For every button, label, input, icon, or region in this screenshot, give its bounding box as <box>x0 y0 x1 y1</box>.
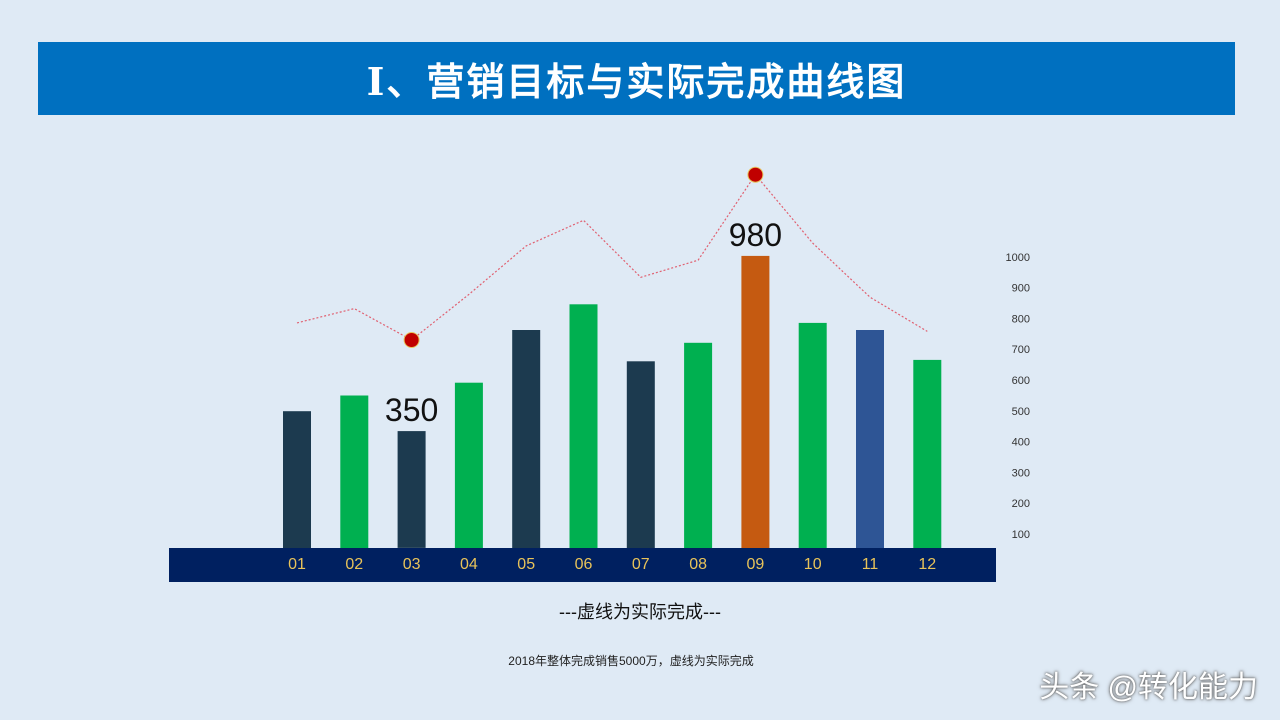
actual-line-group <box>296 166 928 348</box>
x-axis-band <box>169 548 996 582</box>
line-marker-09 <box>747 166 764 183</box>
x-tick-label: 12 <box>918 556 936 573</box>
y-tick-labels: 100 200 300 400 500 600 700 800 900 1000 <box>1006 252 1030 541</box>
x-tick-label: 05 <box>517 556 535 573</box>
bar-06 <box>569 304 598 548</box>
bar-02 <box>340 395 369 548</box>
bar-09 <box>741 255 770 548</box>
data-labels: 350 980 <box>385 217 782 428</box>
bar-10 <box>798 322 827 548</box>
bar-11 <box>856 330 884 548</box>
bar-08 <box>684 342 713 548</box>
x-tick-label: 11 <box>862 556 879 573</box>
title-bar: Ⅰ、营销目标与实际完成曲线图 <box>38 42 1235 115</box>
actual-line <box>296 173 928 341</box>
y-tick-label: 900 <box>1012 283 1030 295</box>
bar-01 <box>283 411 311 548</box>
y-tick-label: 1000 <box>1006 252 1030 264</box>
y-tick-label: 800 <box>1012 313 1030 325</box>
footnote: 2018年整体完成销售5000万，虚线为实际完成 <box>508 654 754 668</box>
x-tick-label: 06 <box>575 556 593 573</box>
page-title: Ⅰ、营销目标与实际完成曲线图 <box>366 59 907 104</box>
bars-group <box>283 255 942 548</box>
y-tick-label: 600 <box>1012 375 1030 387</box>
bar-12 <box>913 359 942 548</box>
x-tick-label: 03 <box>403 556 421 573</box>
y-tick-label: 100 <box>1012 529 1030 541</box>
y-tick-label: 300 <box>1012 467 1030 479</box>
watermark: 头条 @转化能力 <box>1039 671 1258 704</box>
x-tick-label: 01 <box>288 556 306 573</box>
x-tick-label: 09 <box>747 556 765 573</box>
bar-04 <box>454 382 483 548</box>
data-label: 350 <box>385 392 438 428</box>
bar-05 <box>512 330 541 548</box>
y-tick-label: 500 <box>1012 406 1030 418</box>
x-tick-label: 08 <box>689 556 707 573</box>
line-marker-03 <box>403 332 420 348</box>
legend-note: ---虚线为实际完成--- <box>559 602 721 622</box>
x-tick-label: 04 <box>460 556 478 573</box>
bar-03 <box>397 431 426 548</box>
x-tick-label: 07 <box>632 556 650 573</box>
bar-07 <box>626 361 655 548</box>
x-tick-label: 10 <box>804 556 822 573</box>
y-tick-label: 400 <box>1012 437 1030 449</box>
x-axis-band-group <box>169 548 996 582</box>
data-label: 980 <box>729 217 782 253</box>
x-tick-label: 02 <box>345 556 363 573</box>
x-tick-labels: 01 02 03 04 05 06 07 08 09 10 11 12 <box>288 556 936 573</box>
y-tick-label: 200 <box>1012 498 1030 510</box>
y-tick-label: 700 <box>1012 344 1030 356</box>
